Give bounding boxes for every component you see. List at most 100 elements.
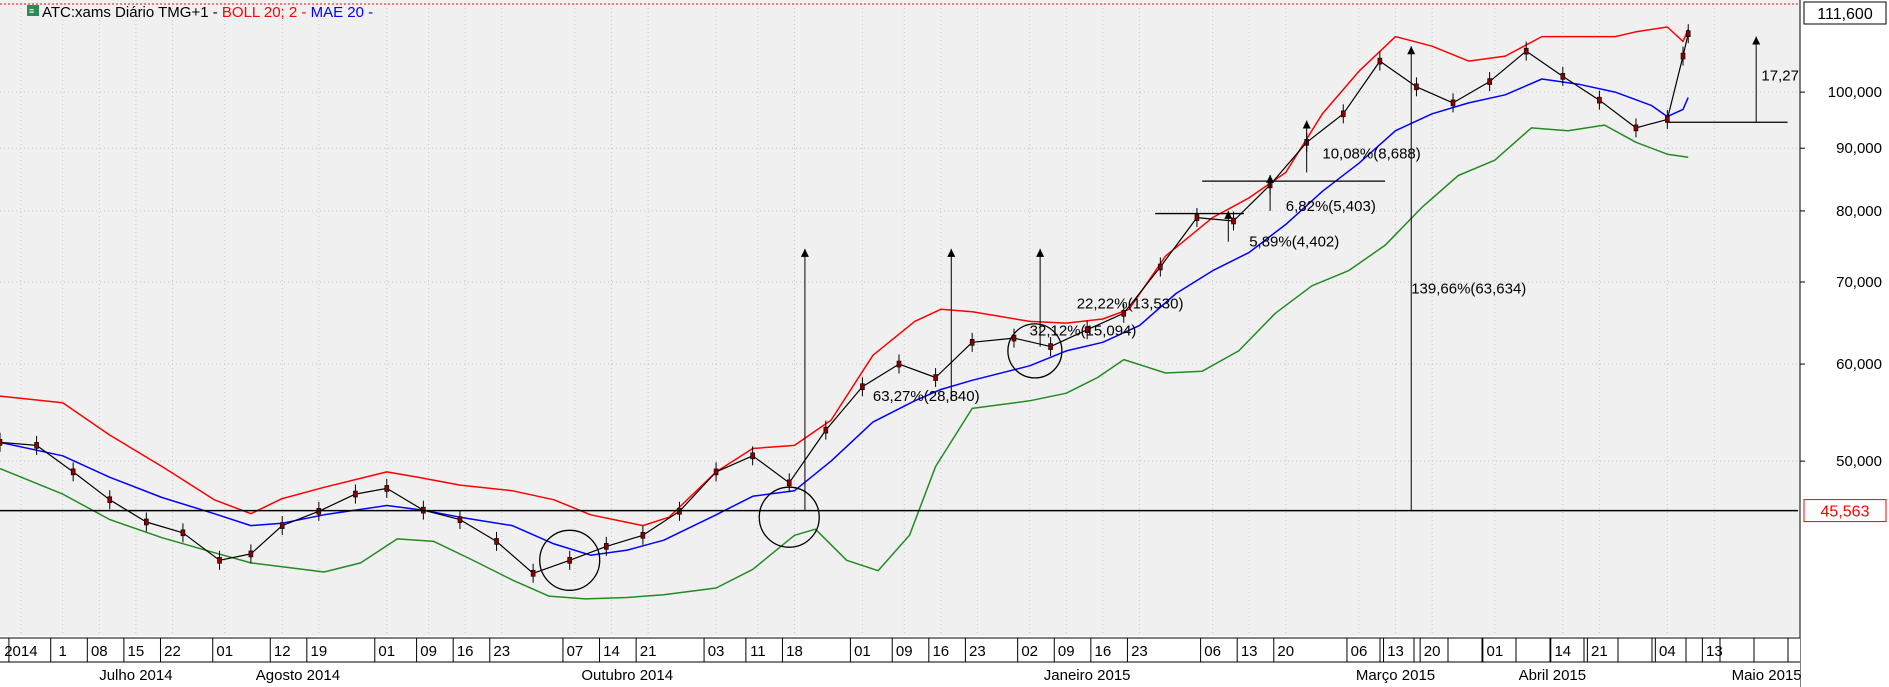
plot-background: [0, 0, 1800, 636]
price-axis-background: [1800, 0, 1889, 687]
price-candle: [217, 557, 222, 564]
x-tick-label: 01: [1487, 643, 1504, 660]
x-tick-label: 16: [1094, 643, 1111, 660]
price-candle: [1523, 47, 1529, 55]
measure-arrow-head: [947, 248, 956, 257]
header-line: ATC:xams Diário TMG+1 - BOLL 20; 2 - MAE…: [42, 4, 373, 21]
measure-arrow-head: [1036, 248, 1045, 257]
x-tick-label: 23: [969, 643, 986, 660]
symbol-label[interactable]: ATC:xams Diário TMG+1: [42, 4, 209, 21]
x-tick-label: 02: [1021, 643, 1038, 660]
month-label: Janeiro 2015: [1044, 667, 1131, 684]
price-candle: [1560, 73, 1566, 80]
series-line-upper: [0, 26, 1689, 527]
x-tick-label: 06: [1351, 643, 1368, 660]
x-tick-label: 01: [854, 643, 871, 660]
x-tick-label: 20: [1277, 643, 1294, 660]
menu-icon[interactable]: [27, 5, 39, 16]
measure-label: 5,89%(4,402): [1249, 234, 1339, 251]
menu-icon-glyph: ≡: [29, 6, 34, 16]
x-tick-label: 03: [708, 643, 725, 660]
price-candle: [1665, 116, 1670, 123]
price-candle: [70, 468, 76, 476]
price-candle: [457, 516, 463, 523]
price-candle: [1194, 214, 1200, 221]
price-candle: [896, 360, 902, 368]
measure-arrow-head: [800, 248, 809, 257]
price-candle: [0, 438, 3, 446]
price-candle: [1450, 99, 1456, 107]
chart-header: ≡ ATC:xams Diário TMG+1 - BOLL 20; 2 - M…: [27, 4, 373, 21]
measure-label: 63,27%(28,840): [873, 388, 980, 405]
x-tick-label: 12: [274, 643, 291, 660]
price-candle: [1158, 263, 1163, 271]
price-candle: [494, 538, 499, 545]
x-tick-label: 19: [310, 643, 327, 660]
measure-label: 32,12%(15,094): [1030, 323, 1137, 340]
x-tick-label: 11: [750, 643, 766, 660]
y-tick-label: 70,000: [1836, 274, 1882, 291]
measure-label: 10,08%(8,688): [1322, 145, 1420, 162]
month-label: Maio 2015: [1732, 667, 1802, 684]
x-tick-label: 2014: [4, 643, 37, 660]
undefined: [539, 529, 601, 591]
series-line-middle: [0, 78, 1689, 556]
x-tick-label: 04: [1659, 643, 1676, 660]
price-candle: [640, 531, 646, 539]
mae-label[interactable]: MAE 20: [311, 4, 364, 21]
grid-layer: [0, 4, 1798, 636]
x-tick-label: 13: [1387, 643, 1404, 660]
price-candle: [1048, 343, 1053, 350]
boll-label[interactable]: BOLL 20; 2: [222, 4, 297, 21]
x-tick-label: 13: [1706, 643, 1723, 660]
x-tick-label: 16: [457, 643, 474, 660]
x-tick-label: 1: [59, 643, 67, 660]
price-candle: [1121, 310, 1127, 317]
price-candle: [750, 452, 755, 460]
price-candle: [1231, 217, 1236, 225]
hline-price-badge: 45,563: [1803, 499, 1887, 523]
y-axis: 50,000 60,000 70,000 80,000 90,000 100,000: [1800, 84, 1882, 470]
measure-arrow-head: [1752, 36, 1761, 45]
month-label: Agosto 2014: [256, 667, 340, 684]
price-candle: [1685, 30, 1691, 37]
price-candle: [823, 426, 829, 434]
y-tick-label: 80,000: [1836, 203, 1882, 220]
x-tick-label: 09: [896, 643, 913, 660]
header-separator: -: [364, 4, 373, 21]
x-tick-label: 15: [128, 643, 145, 660]
price-candle: [107, 496, 113, 504]
y-tick-label: 60,000: [1836, 356, 1882, 373]
month-label: Abril 2015: [1519, 667, 1587, 684]
x-tick-label: 14: [1554, 643, 1571, 660]
measure-label: 139,66%(63,634): [1411, 281, 1526, 298]
price-candle: [1340, 110, 1346, 118]
measure-arrow-head: [1407, 46, 1416, 55]
price-candle: [604, 543, 609, 550]
hline-price-label: 45,563: [1821, 504, 1870, 521]
y-tick-label: 50,000: [1836, 453, 1882, 470]
last-price-badge: 111,600: [1803, 1, 1887, 25]
price-candle: [1680, 52, 1686, 60]
x-tick-label: 18: [786, 643, 803, 660]
price-candle: [353, 490, 358, 498]
x-tick-label: 21: [640, 643, 657, 660]
price-candle: [1597, 96, 1602, 104]
series-line-lower: [0, 124, 1689, 600]
x-tick-label: 16: [932, 643, 949, 660]
month-label: Março 2015: [1356, 667, 1435, 684]
series-layer: [0, 24, 1691, 600]
price-candle: [969, 339, 975, 346]
header-separator: -: [209, 4, 222, 21]
undefined: [1007, 323, 1063, 379]
x-tick-label: 08: [91, 643, 108, 660]
x-tick-label: 09: [420, 643, 437, 660]
last-price-label: 111,600: [1817, 6, 1873, 23]
x-axis: 2014 1 08 15 22 01 12 19 01 09 16 23 07 14 21 03 11 18 01 0…: [4, 638, 1802, 684]
price-candle: [1414, 83, 1419, 91]
y-tick-label: 100,000: [1828, 84, 1882, 101]
x-tick-label: 23: [1131, 643, 1148, 660]
price-candle: [933, 374, 938, 381]
price-candle: [786, 479, 792, 487]
